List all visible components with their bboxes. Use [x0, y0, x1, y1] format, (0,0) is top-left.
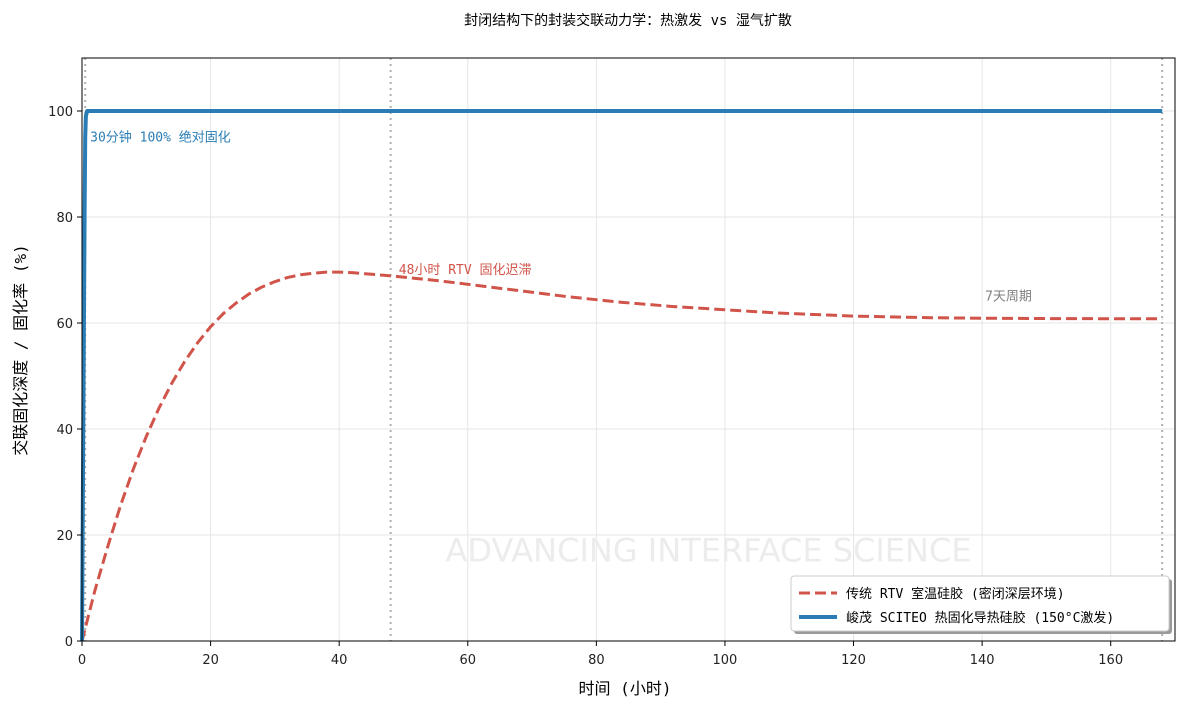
series-line-2: [80, 109, 1163, 642]
x-tick-label: 40: [331, 653, 348, 668]
y-tick-label: 20: [56, 529, 73, 544]
x-tick-label: 60: [459, 653, 476, 668]
x-tick-label: 20: [202, 653, 219, 668]
y-tick-label: 80: [56, 211, 73, 226]
y-axis-label: 交联固化深度 / 固化率 (%): [11, 244, 30, 455]
y-tick-label: 60: [56, 317, 73, 332]
x-tick-label: 100: [713, 653, 738, 668]
x-tick-label: 0: [78, 653, 86, 668]
annotation-1: 30分钟 100% 绝对固化: [90, 130, 231, 146]
x-tick-label: 120: [841, 653, 866, 668]
legend-label-1: 传统 RTV 室温硅胶 (密闭深层环境): [846, 586, 1065, 602]
legend-label-2: 峻茂 SCITEO 热固化导热硅胶 (150°C激发): [846, 610, 1114, 626]
x-axis-label: 时间 (小时): [579, 679, 672, 698]
y-axis-ticks: 0 20 40 60 80 100: [48, 105, 82, 650]
legend: 传统 RTV 室温硅胶 (密闭深层环境) 峻茂 SCITEO 热固化导热硅胶 (1…: [790, 575, 1172, 634]
y-tick-label: 40: [56, 423, 73, 438]
annotation-2: 48小时 RTV 固化迟滞: [399, 263, 532, 278]
x-tick-label: 140: [970, 653, 995, 668]
watermark: ADVANCING INTERFACE SCIENCE: [445, 532, 971, 570]
x-tick-label: 160: [1098, 653, 1123, 668]
annotation-3: 7天周期: [985, 290, 1032, 305]
y-tick-label: 0: [65, 635, 73, 650]
series-line-1: [80, 270, 1163, 642]
chart-title: 封闭结构下的封装交联动力学：热激发 vs 湿气扩散: [464, 12, 792, 29]
legend-box: [790, 575, 1170, 632]
x-axis-ticks: 0 20 40 60 80 100 120 140 160: [78, 641, 1123, 668]
x-tick-label: 80: [588, 653, 605, 668]
watermark-layer: ADVANCING INTERFACE SCIENCE: [445, 532, 971, 570]
annotations: 30分钟 100% 绝对固化 48小时 RTV 固化迟滞 7天周期: [90, 130, 1032, 305]
series-layer: [80, 109, 1163, 642]
y-tick-label: 100: [48, 105, 73, 120]
plot-frame: [81, 57, 1176, 642]
